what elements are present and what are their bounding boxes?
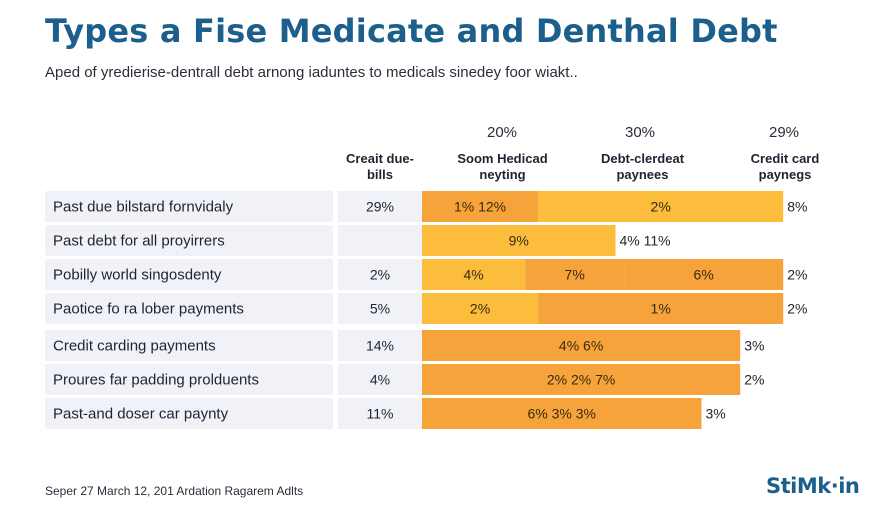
row-label-background (45, 191, 333, 222)
row-first-value: 11% (367, 406, 394, 422)
header-percent-1: 20% (486, 124, 518, 141)
row-label: Paotice fo ra lober payments (53, 301, 244, 318)
row-label-background (45, 225, 333, 256)
bar-segment-label: 2% 2% 7% (547, 372, 615, 388)
brand-logo: StiMk·in (766, 474, 860, 498)
row-first-value: 4% (370, 372, 390, 388)
bar-segment-label: 6% 3% 3% (528, 406, 596, 422)
bar-segment-label: 2% (651, 199, 671, 215)
column-header-debt-clerdeat: Debt-clerdeat paynees (600, 151, 685, 182)
page-title: Types a Fise Medicate and Denthal Debt (45, 12, 778, 50)
bar-segment-label: 4% 6% (559, 338, 603, 354)
row-end-value: 2% (787, 301, 807, 317)
bar-segment (422, 293, 539, 324)
bar-segment (525, 259, 625, 290)
bar-segment-label: 4% (463, 267, 483, 283)
source-footer: Seper 27 March 12, 201 Ardation Ragarem … (45, 484, 304, 498)
row-first-value-background (338, 293, 422, 324)
bar-segment-label: 2% (470, 301, 490, 317)
bar-segment-label: 1% 12% (454, 199, 506, 215)
row-label-background (45, 259, 333, 290)
row-first-value-background (338, 259, 422, 290)
bar-segment (538, 293, 784, 324)
row-first-value-background (338, 364, 422, 395)
row-label-background (45, 364, 333, 395)
column-header-credit-card: Credit card paynegs (750, 151, 820, 182)
row-end-value: 8% (787, 199, 807, 215)
bar-segment (422, 259, 526, 290)
row-label: Past-and doser car paynty (53, 406, 229, 423)
row-first-value-background (338, 398, 422, 429)
bar-segment (422, 364, 741, 395)
row-end-value: 4% 11% (620, 233, 671, 249)
bar-segment (422, 398, 702, 429)
bar-segment (422, 191, 539, 222)
row-first-value-background (338, 225, 422, 256)
row-label-background (45, 293, 333, 324)
row-end-value: 3% (744, 338, 764, 354)
bar-segment-label: 6% (694, 267, 714, 283)
row-end-value: 3% (706, 406, 726, 422)
row-end-value: 2% (787, 267, 807, 283)
row-first-value: 29% (366, 199, 394, 215)
bar-segment-label: 1% (651, 301, 671, 317)
bar-segment (422, 330, 741, 361)
header-percent-2: 30% (624, 124, 656, 141)
row-first-value: 14% (366, 338, 394, 354)
header-percent-3: 29% (768, 124, 800, 141)
row-label: Credit carding payments (53, 338, 216, 355)
row-label-background (45, 330, 333, 361)
row-end-value: 2% (744, 372, 764, 388)
row-label: Past debt for all proyirrers (53, 233, 225, 250)
bar-segment (538, 191, 784, 222)
row-label: Proures far padding prolduents (53, 372, 259, 389)
row-first-value: 5% (370, 301, 390, 317)
column-header-medical-neyting: Soom Hedicad neyting (457, 151, 548, 182)
row-label: Pobilly world singosdenty (53, 267, 222, 284)
row-first-value: 2% (370, 267, 390, 283)
bar-segment (422, 225, 616, 256)
row-first-value-background (338, 191, 422, 222)
row-label-background (45, 398, 333, 429)
row-first-value-background (338, 330, 422, 361)
row-label: Past due bilstard fornvidaly (53, 199, 234, 216)
bar-segment-label: 9% (509, 233, 529, 249)
bar-segment-label: 7% (565, 267, 585, 283)
page-subtitle: Aped of yredierise-dentrall debt arnong … (45, 64, 578, 81)
bar-segment (624, 259, 784, 290)
column-header-credit-due-bills: Creait due- bills (346, 151, 414, 182)
